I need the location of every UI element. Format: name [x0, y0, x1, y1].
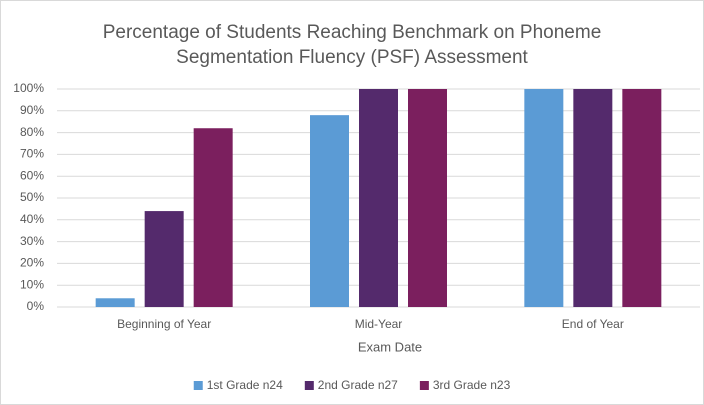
- x-tick-label: End of Year: [562, 317, 624, 331]
- bar: [622, 89, 662, 307]
- y-tick-label: 10%: [20, 277, 44, 291]
- y-tick-label: 60%: [20, 168, 44, 182]
- y-tick-label: 40%: [20, 212, 44, 226]
- legend-label: 2nd Grade n27: [318, 378, 398, 392]
- chart-title: Segmentation Fluency (PSF) Assessment: [176, 47, 528, 68]
- y-tick-label: 30%: [20, 234, 44, 248]
- y-tick-label: 100%: [13, 81, 44, 95]
- bar: [193, 128, 233, 307]
- y-tick-label: 90%: [20, 103, 44, 117]
- chart-title: Percentage of Students Reaching Benchmar…: [103, 22, 602, 43]
- y-tick-label: 50%: [20, 190, 44, 204]
- legend-swatch: [419, 381, 429, 390]
- bar: [408, 89, 447, 307]
- legend-label: 1st Grade n24: [207, 378, 283, 392]
- bar: [144, 211, 184, 307]
- bar: [573, 89, 613, 307]
- legend-swatch: [193, 381, 203, 390]
- y-tick-label: 20%: [20, 256, 44, 270]
- x-axis-label: Exam Date: [358, 339, 422, 354]
- y-tick-label: 80%: [20, 125, 44, 139]
- bar: [524, 89, 564, 307]
- bar: [359, 89, 398, 307]
- x-tick-label: Mid-Year: [355, 317, 403, 331]
- x-tick-label: Beginning of Year: [117, 317, 211, 331]
- y-tick-label: 0%: [27, 299, 45, 313]
- bar: [95, 298, 135, 307]
- legend-label: 3rd Grade n23: [433, 378, 511, 392]
- legend-swatch: [304, 381, 314, 390]
- bar: [310, 115, 349, 307]
- y-tick-label: 70%: [20, 147, 44, 161]
